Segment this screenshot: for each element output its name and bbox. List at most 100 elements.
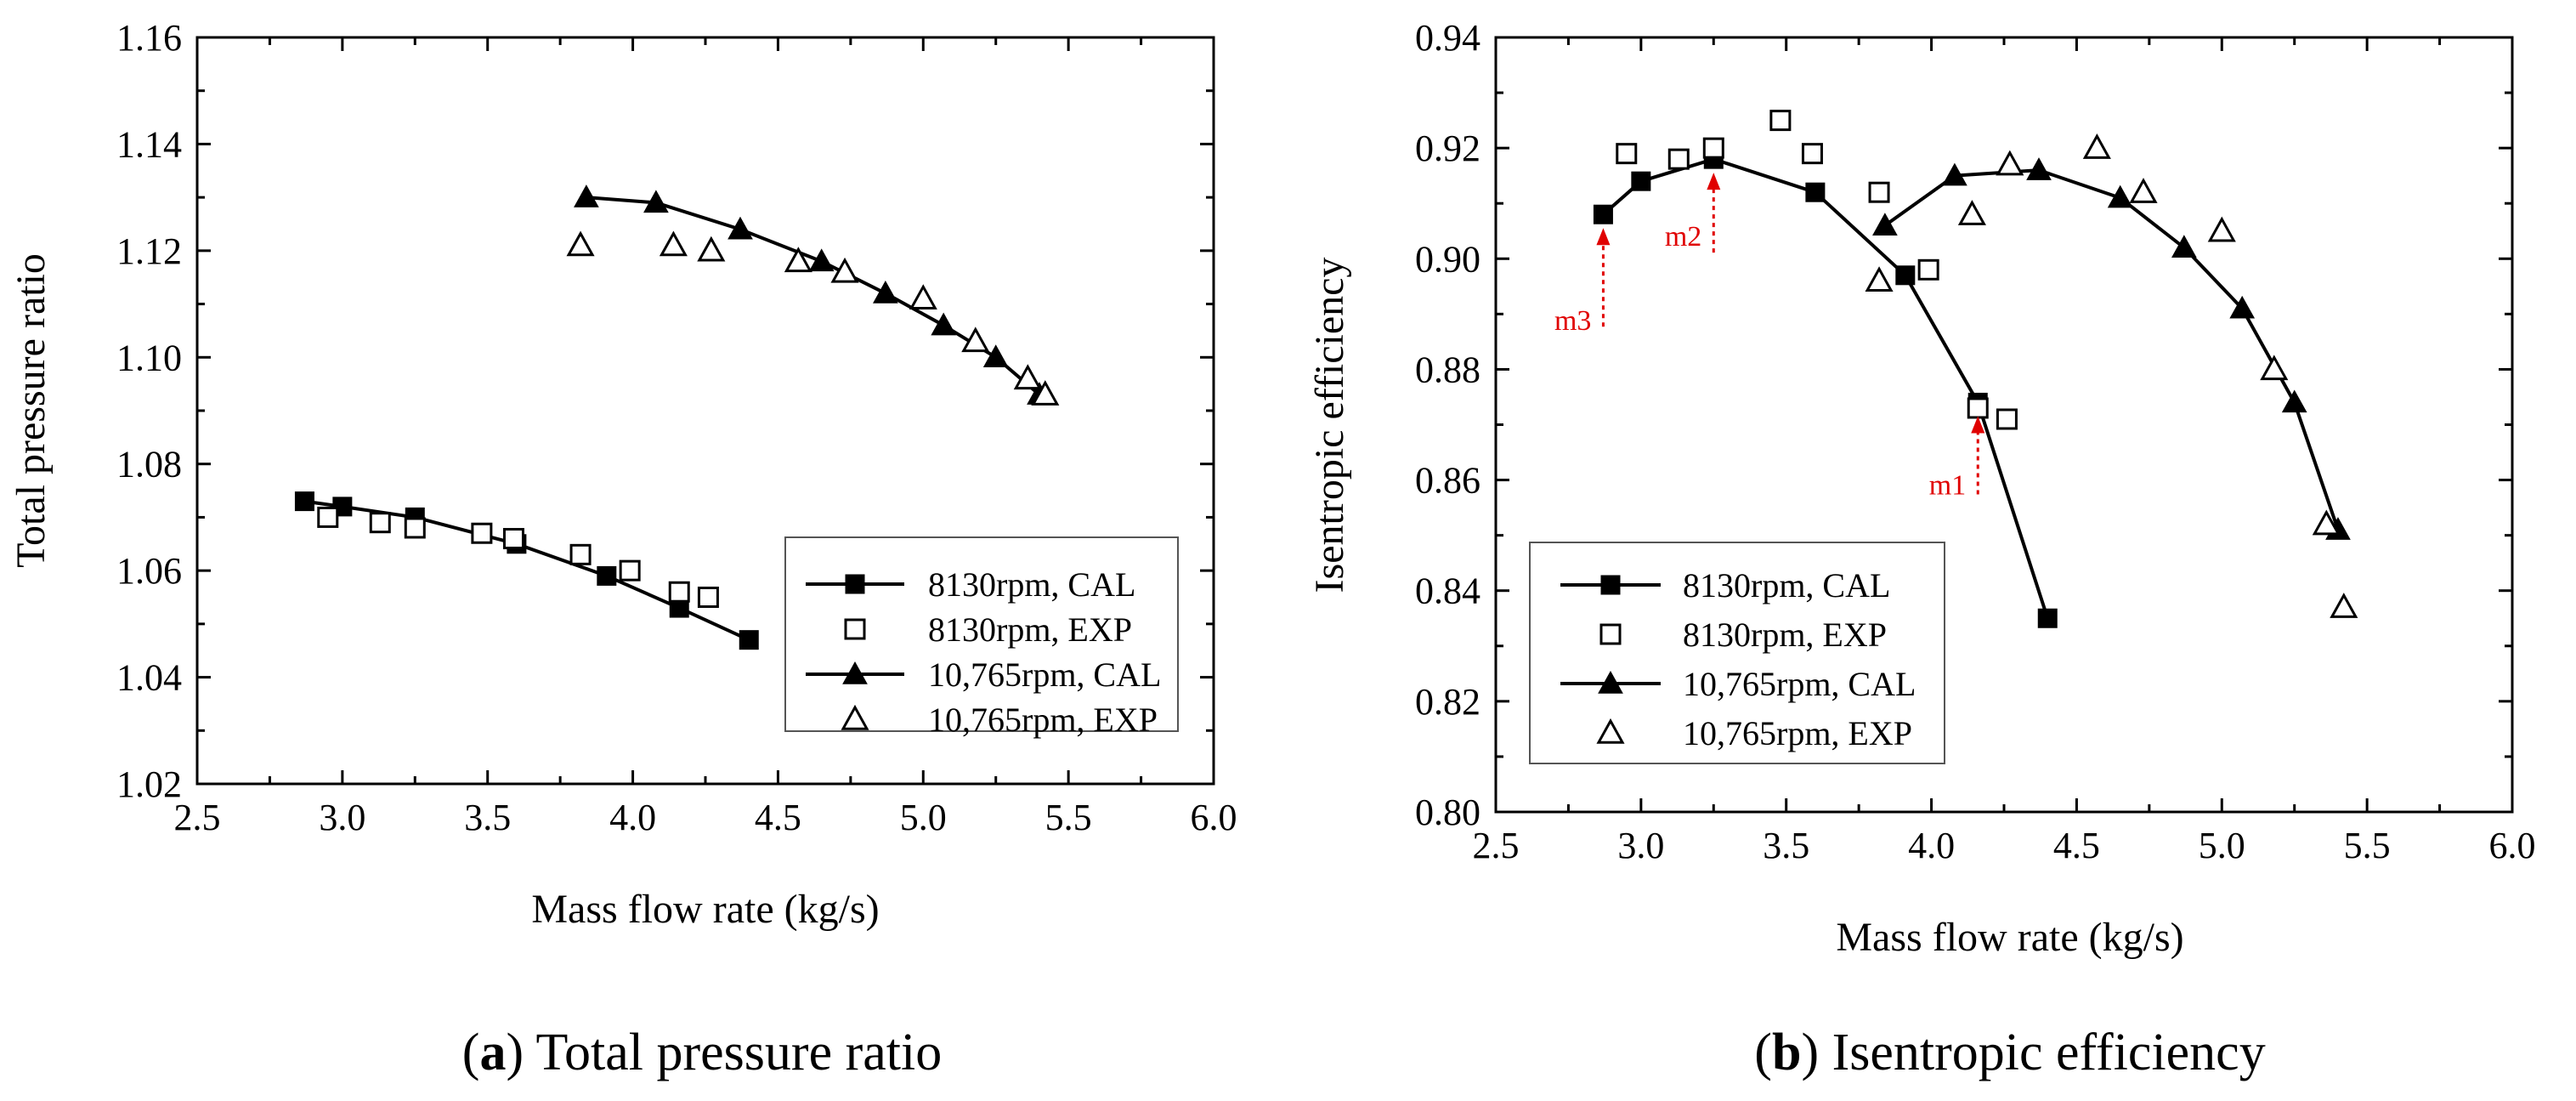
data-point-b-2-1: [1942, 162, 1967, 186]
data-point-b-1-7: [1967, 397, 1989, 419]
series-a-0: [294, 491, 759, 650]
series-line-b-2: [1883, 168, 2340, 531]
x-tick-label-b-2: 3.5: [1763, 825, 1809, 866]
y-tick-labels-b: 0.80 0.82 0.84 0.86 0.88 0.90 0.92 0.94: [1415, 17, 1480, 833]
data-point-a-0-0: [294, 491, 314, 512]
data-point-a-0-6: [739, 630, 759, 650]
series-a-2: [574, 184, 1052, 405]
x-tick-labels-a: 2.5 3.0 3.5 4.0 4.5 5.0 5.5 6.0: [174, 797, 1237, 838]
annotation-arrowhead-m1: [1971, 416, 1985, 434]
y-tick-label-b-7: 0.94: [1415, 17, 1480, 59]
y-tick-label-b-4: 0.88: [1415, 349, 1480, 390]
legend-marker-b-3: [1596, 718, 1625, 744]
data-point-b-3-4: [2129, 178, 2158, 203]
data-point-a-3-3: [784, 247, 812, 273]
data-point-a-1-8: [697, 587, 719, 608]
data-point-b-3-8: [2330, 593, 2358, 618]
x-tick-label-b-0: 2.5: [1473, 825, 1520, 866]
data-point-a-2-2: [728, 216, 753, 240]
annotation-label-m1: m1: [1929, 469, 1966, 501]
legend-label-b-1: 8130rpm, EXP: [1683, 616, 1887, 654]
legend-marker-b-1: [1599, 623, 1622, 645]
series-b-1: [1616, 110, 2018, 430]
legend-label-b-0: 8130rpm, CAL: [1683, 566, 1890, 604]
y-tick-label-a-4: 1.10: [116, 337, 182, 378]
annotation-arrowhead-m3: [1596, 228, 1611, 246]
caption-b-text: Isentropic efficiency: [1832, 1024, 2266, 1081]
y-tick-label-b-6: 0.92: [1415, 128, 1480, 169]
x-tick-label-b-6: 5.5: [2344, 825, 2391, 866]
data-point-a-1-5: [569, 543, 592, 565]
data-point-a-1-3: [471, 522, 493, 544]
x-tick-label-a-3: 4.0: [609, 797, 656, 838]
data-point-a-3-2: [697, 236, 726, 262]
series-line-a-2: [586, 196, 1041, 396]
data-point-a-3-6: [961, 326, 990, 353]
series-layer-b: [1593, 110, 2358, 628]
x-tick-label-a-6: 5.5: [1045, 797, 1092, 838]
annotation-m3: m3: [1554, 228, 1611, 337]
data-point-b-0-1: [1631, 171, 1651, 191]
annotation-m2: m2: [1665, 173, 1721, 253]
data-point-a-1-2: [404, 517, 426, 539]
axis-ticks-a: [195, 36, 1215, 786]
annotation-m1: m1: [1929, 416, 1985, 501]
data-point-a-2-5: [931, 312, 957, 336]
data-point-a-0-4: [597, 565, 617, 586]
data-point-a-2-1: [643, 190, 669, 213]
legend-marker-a-3: [841, 704, 869, 730]
legend-label-b-2: 10,765rpm, CAL: [1683, 665, 1916, 703]
annotation-layer-b: m1 m2 m3: [1554, 173, 1985, 501]
x-tick-label-a-4: 4.5: [755, 797, 801, 838]
legend-entry-a-1: 8130rpm, EXP: [844, 610, 1132, 649]
annotation-label-m3: m3: [1554, 305, 1591, 337]
data-point-b-0-3: [1805, 182, 1826, 202]
data-point-a-2-0: [574, 184, 599, 207]
y-tick-label-a-7: 1.16: [116, 17, 182, 59]
caption-a-letter: a: [479, 1024, 506, 1081]
legend-label-b-3: 10,765rpm, EXP: [1683, 714, 1912, 752]
legend-entry-b-3: 10,765rpm, EXP: [1596, 714, 1912, 752]
data-point-b-2-3: [2107, 184, 2133, 208]
legend-entry-a-3: 10,765rpm, EXP: [841, 701, 1158, 739]
data-point-b-1-3: [1769, 110, 1792, 132]
x-tick-label-a-5: 5.0: [900, 797, 947, 838]
legend-entry-a-2: 10,765rpm, CAL: [806, 655, 1161, 694]
data-point-a-1-0: [317, 506, 339, 528]
data-point-a-3-0: [566, 230, 595, 257]
y-tick-label-b-5: 0.90: [1415, 238, 1480, 280]
caption-a: (a) Total pressure ratio: [462, 1024, 942, 1081]
data-point-b-2-5: [2229, 295, 2256, 319]
x-axis-title-a: Mass flow rate (kg/s): [531, 887, 879, 932]
legend-label-a-3: 10,765rpm, EXP: [928, 701, 1158, 739]
data-point-b-0-6: [2037, 608, 2058, 628]
data-point-b-3-6: [2260, 355, 2289, 381]
y-tick-label-b-3: 0.86: [1415, 460, 1480, 502]
data-point-b-3-2: [1996, 150, 2024, 176]
data-point-b-2-6: [2281, 389, 2307, 413]
x-tick-label-b-7: 6.0: [2489, 825, 2536, 866]
legend-b: 8130rpm, CAL 8130rpm, EXP 10,765rpm, CAL 10…: [1529, 542, 1945, 764]
annotation-label-m2: m2: [1665, 221, 1701, 253]
annotation-arrowhead-m2: [1707, 173, 1721, 190]
data-point-a-3-5: [909, 284, 937, 309]
x-tick-labels-b: 2.5 3.0 3.5 4.0 4.5 5.0 5.5 6.0: [1473, 825, 2536, 866]
x-tick-label-b-1: 3.0: [1617, 825, 1664, 866]
data-point-b-1-0: [1616, 143, 1638, 165]
caption-b-letter: b: [1772, 1024, 1801, 1081]
data-point-b-0-0: [1593, 204, 1613, 224]
legend-box-b: [1529, 542, 1945, 764]
data-point-b-3-1: [1957, 200, 1986, 225]
caption-b: (b) Isentropic efficiency: [1754, 1024, 2265, 1081]
data-point-b-1-4: [1801, 143, 1823, 165]
x-tick-label-b-3: 4.0: [1908, 825, 1955, 866]
legend-label-a-2: 10,765rpm, CAL: [928, 655, 1161, 694]
data-point-b-3-3: [2082, 133, 2111, 159]
legend-marker-a-0: [845, 574, 865, 594]
legend-label-a-1: 8130rpm, EXP: [928, 610, 1132, 649]
y-tick-label-b-2: 0.84: [1415, 570, 1480, 612]
data-point-a-3-7: [1013, 364, 1042, 390]
x-tick-label-a-1: 3.0: [319, 797, 365, 838]
data-point-a-1-4: [502, 528, 524, 550]
